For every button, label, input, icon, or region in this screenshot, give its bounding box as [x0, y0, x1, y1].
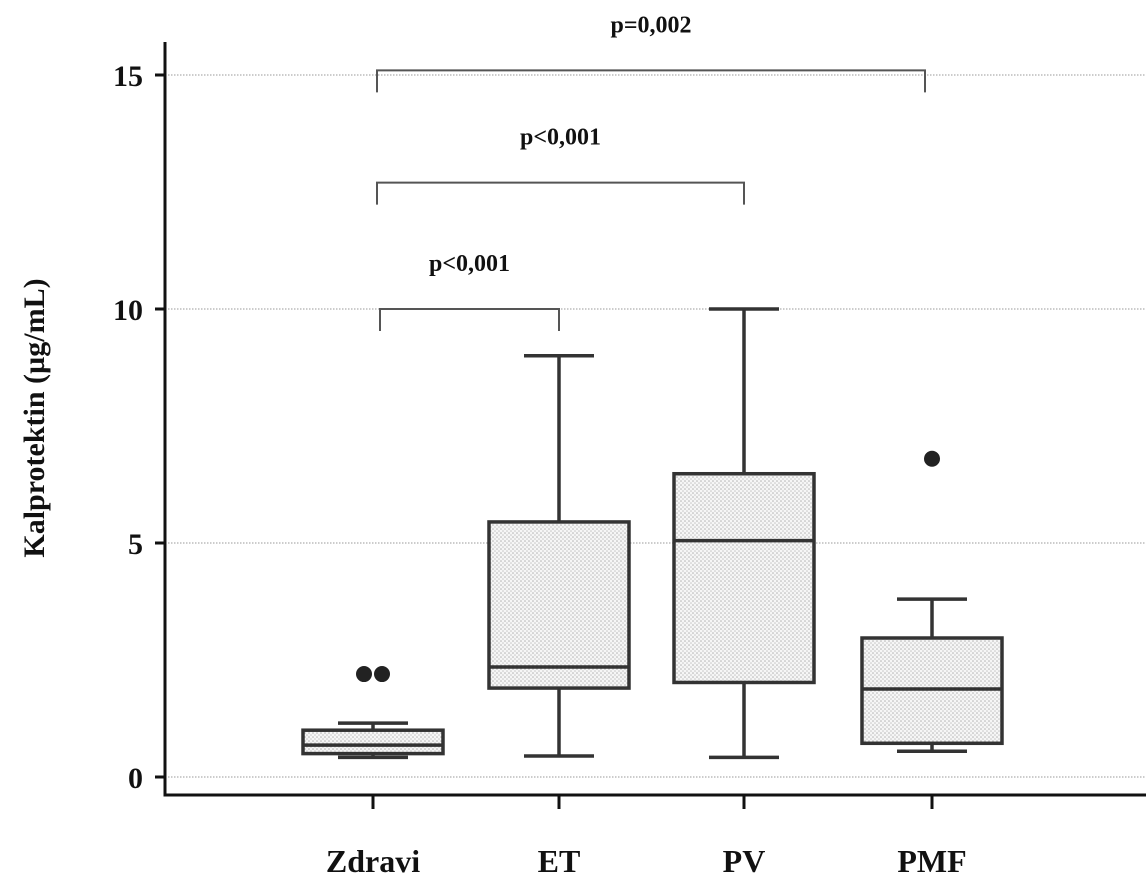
iqr-box [672, 471, 816, 685]
boxes [301, 307, 1004, 760]
y-tick-label: 5 [128, 528, 143, 561]
axes [155, 42, 1146, 809]
box-zdravi [301, 666, 445, 760]
box-pv [672, 307, 816, 760]
y-tick-label: 0 [128, 762, 143, 795]
y-axis-title: Kalprotektin (µg/mL) [18, 278, 51, 557]
iqr-box [487, 520, 631, 690]
significance-label: p=0,002 [610, 12, 691, 38]
x-category-label: PV [723, 843, 766, 879]
y-tick-label: 10 [113, 294, 143, 327]
significance-label: p<0,001 [520, 125, 601, 151]
x-category-label: ET [538, 843, 581, 879]
significance-bracket [376, 69, 926, 93]
outlier-point [374, 666, 390, 683]
labels: 0 5 10 15 Zdravi ET PV PMF p<0,001 p<0,001 p=0,002 [113, 12, 967, 879]
significance-brackets [376, 69, 926, 331]
y-tick-label: 15 [113, 60, 143, 93]
significance-bracket [376, 181, 745, 205]
box-pmf [860, 450, 1004, 754]
significance-label: p<0,001 [429, 251, 510, 277]
box-et [487, 354, 631, 758]
outlier-point [924, 450, 940, 467]
iqr-box [301, 728, 445, 756]
x-category-label: PMF [897, 843, 966, 879]
x-category-label: Zdravi [326, 843, 420, 879]
outlier-point [356, 666, 372, 683]
gridlines [165, 74, 1146, 778]
significance-bracket [379, 308, 560, 331]
